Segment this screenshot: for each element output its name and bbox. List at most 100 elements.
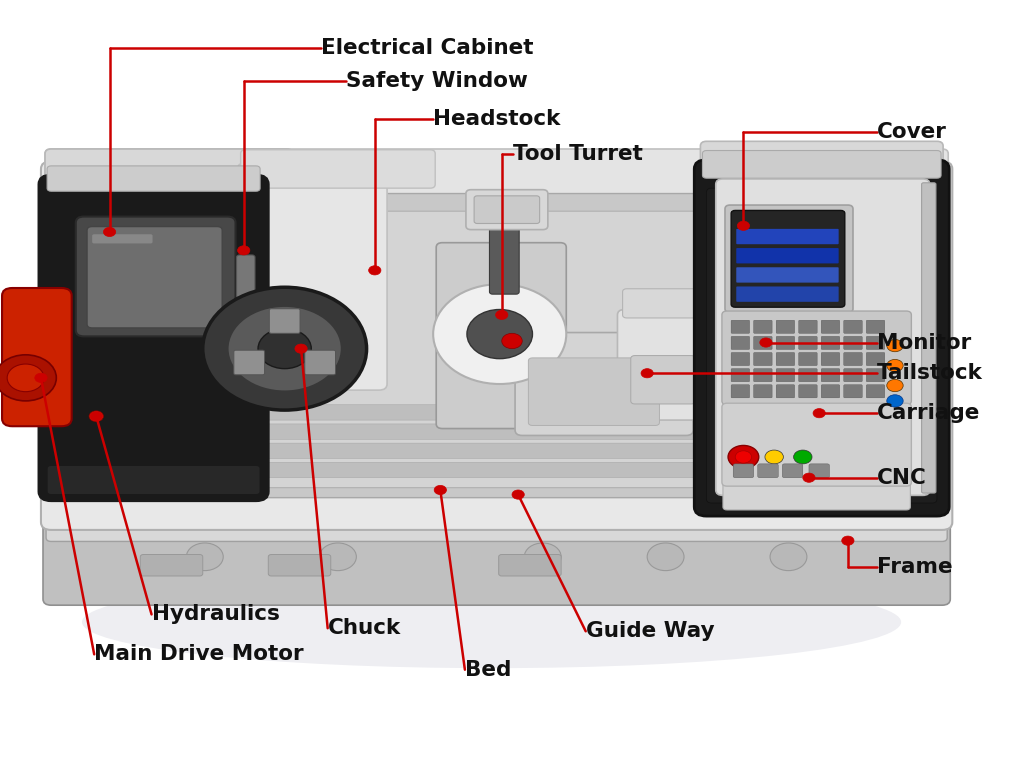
FancyBboxPatch shape	[45, 149, 948, 197]
FancyBboxPatch shape	[515, 333, 693, 435]
Circle shape	[89, 411, 103, 422]
FancyBboxPatch shape	[754, 385, 772, 398]
Circle shape	[238, 246, 250, 255]
Circle shape	[842, 536, 854, 545]
FancyBboxPatch shape	[736, 286, 839, 302]
Circle shape	[735, 451, 752, 463]
FancyBboxPatch shape	[799, 369, 817, 382]
FancyBboxPatch shape	[2, 288, 72, 426]
FancyBboxPatch shape	[844, 320, 862, 333]
Circle shape	[103, 227, 116, 237]
Circle shape	[770, 543, 807, 571]
FancyBboxPatch shape	[474, 196, 540, 223]
FancyBboxPatch shape	[466, 190, 548, 230]
Text: Chuck: Chuck	[328, 618, 401, 638]
Circle shape	[803, 473, 815, 482]
Text: CNC: CNC	[877, 468, 927, 488]
FancyBboxPatch shape	[702, 151, 941, 178]
Circle shape	[794, 450, 812, 464]
FancyBboxPatch shape	[230, 211, 722, 488]
Circle shape	[258, 329, 311, 369]
FancyBboxPatch shape	[43, 516, 950, 605]
Circle shape	[524, 543, 561, 571]
Text: Main Drive Motor: Main Drive Motor	[94, 644, 304, 664]
FancyBboxPatch shape	[758, 464, 778, 478]
Text: Safety Window: Safety Window	[346, 71, 528, 91]
FancyBboxPatch shape	[47, 166, 260, 191]
FancyBboxPatch shape	[821, 385, 840, 398]
FancyBboxPatch shape	[722, 403, 911, 486]
Circle shape	[434, 485, 446, 495]
Circle shape	[295, 344, 307, 353]
FancyBboxPatch shape	[268, 554, 331, 576]
FancyBboxPatch shape	[866, 369, 885, 382]
FancyBboxPatch shape	[731, 353, 750, 366]
FancyBboxPatch shape	[707, 188, 937, 503]
FancyBboxPatch shape	[809, 464, 829, 478]
FancyBboxPatch shape	[844, 336, 862, 349]
FancyBboxPatch shape	[499, 554, 561, 576]
Circle shape	[369, 266, 381, 275]
Text: Tailstock: Tailstock	[877, 363, 982, 383]
FancyBboxPatch shape	[776, 336, 795, 349]
FancyBboxPatch shape	[844, 353, 862, 366]
FancyBboxPatch shape	[821, 336, 840, 349]
FancyBboxPatch shape	[489, 217, 519, 294]
Text: Carriage: Carriage	[877, 403, 980, 423]
FancyBboxPatch shape	[731, 369, 750, 382]
Circle shape	[760, 338, 772, 347]
FancyBboxPatch shape	[922, 183, 936, 493]
Circle shape	[813, 409, 825, 418]
FancyBboxPatch shape	[45, 149, 293, 204]
FancyBboxPatch shape	[436, 243, 566, 429]
FancyBboxPatch shape	[866, 336, 885, 349]
FancyBboxPatch shape	[736, 229, 839, 244]
FancyBboxPatch shape	[694, 160, 949, 516]
Circle shape	[433, 284, 566, 384]
FancyBboxPatch shape	[736, 248, 839, 263]
FancyBboxPatch shape	[723, 481, 910, 510]
FancyBboxPatch shape	[866, 385, 885, 398]
Circle shape	[765, 450, 783, 464]
FancyBboxPatch shape	[754, 336, 772, 349]
FancyBboxPatch shape	[47, 465, 260, 495]
Circle shape	[512, 490, 524, 499]
Circle shape	[887, 359, 903, 372]
FancyBboxPatch shape	[87, 227, 222, 328]
FancyBboxPatch shape	[776, 353, 795, 366]
FancyBboxPatch shape	[733, 464, 754, 478]
FancyBboxPatch shape	[866, 353, 885, 366]
FancyBboxPatch shape	[92, 234, 153, 243]
FancyBboxPatch shape	[39, 175, 268, 501]
FancyBboxPatch shape	[799, 385, 817, 398]
FancyBboxPatch shape	[233, 350, 264, 375]
FancyBboxPatch shape	[725, 205, 853, 313]
Text: Cover: Cover	[877, 122, 946, 142]
FancyBboxPatch shape	[217, 194, 735, 498]
FancyBboxPatch shape	[754, 353, 772, 366]
FancyBboxPatch shape	[239, 424, 714, 439]
Text: Guide Way: Guide Way	[586, 621, 715, 641]
FancyBboxPatch shape	[731, 385, 750, 398]
FancyBboxPatch shape	[305, 350, 336, 375]
Circle shape	[186, 543, 223, 571]
Circle shape	[887, 395, 903, 407]
FancyBboxPatch shape	[799, 336, 817, 349]
FancyBboxPatch shape	[844, 385, 862, 398]
FancyBboxPatch shape	[528, 358, 659, 425]
FancyBboxPatch shape	[799, 353, 817, 366]
Circle shape	[641, 369, 653, 378]
FancyBboxPatch shape	[731, 320, 750, 333]
Ellipse shape	[82, 576, 901, 668]
FancyBboxPatch shape	[46, 488, 947, 541]
FancyBboxPatch shape	[731, 336, 750, 349]
Circle shape	[737, 221, 750, 230]
FancyBboxPatch shape	[736, 267, 839, 283]
Text: Monitor: Monitor	[877, 333, 971, 353]
FancyBboxPatch shape	[731, 210, 845, 307]
FancyBboxPatch shape	[799, 320, 817, 333]
FancyBboxPatch shape	[716, 179, 930, 495]
Circle shape	[728, 445, 759, 468]
Text: Headstock: Headstock	[433, 109, 560, 129]
FancyBboxPatch shape	[140, 554, 203, 576]
